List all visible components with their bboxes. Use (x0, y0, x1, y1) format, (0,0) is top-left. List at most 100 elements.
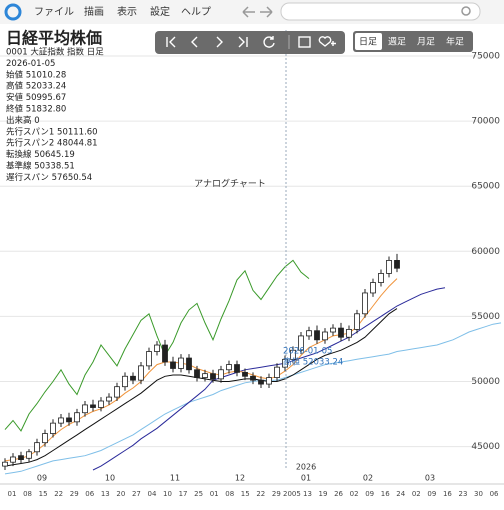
y-tick-label: 50000 (471, 377, 500, 387)
x-tick-label: 06 (85, 490, 94, 498)
candle-body (2, 461, 8, 467)
x-tick-label: 08 (23, 490, 32, 498)
candle-body (194, 369, 200, 378)
x-tick-label: 01 (8, 490, 17, 498)
table-button[interactable] (298, 36, 311, 48)
instrument-title: 日経平均株価 (6, 29, 102, 48)
info-line: 遅行スパン 57650.54 (6, 172, 92, 183)
x-tick-label: 06 (490, 490, 499, 498)
x-tick-label: 13 (101, 490, 110, 498)
candle-body (210, 373, 216, 380)
x-tick-label: 10 (163, 490, 172, 498)
info-line: 終値 51832.80 (6, 104, 66, 115)
candle-body (186, 357, 192, 371)
first-button[interactable] (166, 36, 176, 48)
year-label: 2026 (296, 463, 316, 472)
y-tick-label: 45000 (471, 442, 500, 452)
x-tick-label: 04 (147, 490, 156, 498)
candle-body (18, 455, 24, 460)
x-tick-label: 22 (54, 490, 63, 498)
candle-body (82, 404, 88, 414)
info-line: 始値 51010.28 (6, 69, 66, 80)
next-button[interactable] (216, 36, 223, 48)
candle-body (250, 375, 256, 381)
month-label: 03 (425, 474, 435, 483)
y-tick-label: 55000 (471, 312, 500, 322)
info-line: 高値 52033.24 (6, 81, 66, 92)
candle-body (58, 417, 64, 424)
indicator-line (4, 278, 398, 462)
menu-item[interactable]: 描画 (84, 5, 104, 18)
candle-body (74, 412, 80, 423)
candle-body (170, 361, 176, 369)
period-bar (353, 31, 473, 52)
info-line: 出来高 0 (6, 115, 40, 126)
period-button[interactable]: 月足 (417, 37, 435, 48)
period-buttons: 日足 週足 月足 年足 (359, 36, 464, 48)
candle-body (386, 260, 392, 274)
forward-button[interactable] (260, 6, 273, 18)
y-tick-label: 70000 (471, 117, 500, 127)
period-button[interactable]: 年足 (446, 36, 464, 48)
x-tick-label: 09 (427, 490, 436, 498)
x-tick-label: 17 (179, 490, 188, 498)
x-tick-label: 25 (194, 490, 203, 498)
candle-body (154, 344, 160, 352)
candle-body (50, 422, 56, 434)
menu-item[interactable]: ファイル (34, 7, 74, 18)
menu-item[interactable]: 表示 (117, 5, 137, 18)
search-box[interactable] (280, 2, 481, 21)
candle-body (66, 417, 72, 423)
x-tick-label: 22 (256, 490, 265, 498)
month-label: 12 (235, 474, 245, 483)
favorite-button[interactable] (318, 36, 336, 47)
menu-item[interactable]: 設定 (150, 5, 170, 18)
logo (4, 3, 22, 21)
month-label: 01 (301, 474, 311, 483)
candle-body (138, 365, 144, 381)
candle-body (98, 400, 104, 408)
x-tick-label: 30 (474, 490, 483, 498)
prev-button[interactable] (191, 36, 198, 48)
indicator-line (4, 259, 310, 432)
candle-body (378, 273, 384, 283)
back-button[interactable] (242, 6, 255, 18)
candle-body (146, 351, 152, 367)
indicator-line (4, 308, 398, 467)
candle-body (106, 396, 112, 402)
candle-body (34, 442, 40, 453)
x-tick-label: 08 (225, 490, 234, 498)
x-tick-label: 15 (241, 490, 250, 498)
x-tick-label: 23 (458, 490, 467, 498)
crosshair-date: 2026-01-05 (283, 347, 332, 357)
reload-button[interactable] (263, 36, 275, 48)
x-tick-label: 26 (334, 490, 343, 498)
period-button[interactable]: 週足 (388, 37, 406, 48)
candle-body (90, 404, 96, 408)
info-line: 先行スパン2 48044.81 (6, 138, 98, 149)
candle-body (362, 292, 368, 315)
x-tick-label: 15 (39, 490, 48, 498)
last-button[interactable] (238, 36, 248, 48)
candle-body (258, 379, 264, 385)
candle-body (338, 327, 344, 338)
info-line: 0001 大証指数 指数 日足 (6, 47, 104, 58)
x-tick-label: 2005 (283, 490, 301, 498)
x-tick-label: 24 (396, 490, 405, 498)
month-label: 09 (37, 474, 47, 483)
candle-body (10, 456, 16, 463)
candle-body (226, 364, 232, 371)
candle-body (26, 451, 32, 459)
menu-item[interactable]: ヘルプ (181, 6, 211, 18)
x-tick-label: 13 (303, 490, 312, 498)
candle-body (322, 331, 328, 341)
toolbar-icons (166, 35, 336, 49)
toolbar (155, 31, 345, 54)
menu: ファイル 描画 表示 設定 ヘルプ (34, 5, 211, 18)
x-tick-label: 02 (412, 490, 421, 498)
period-button[interactable]: 日足 (359, 37, 377, 48)
x-tick-label: 16 (381, 490, 390, 498)
plot: 45000 50000 55000 60000 65000 70000 75000 アナログチ… (0, 30, 504, 498)
candle-body (218, 369, 224, 380)
